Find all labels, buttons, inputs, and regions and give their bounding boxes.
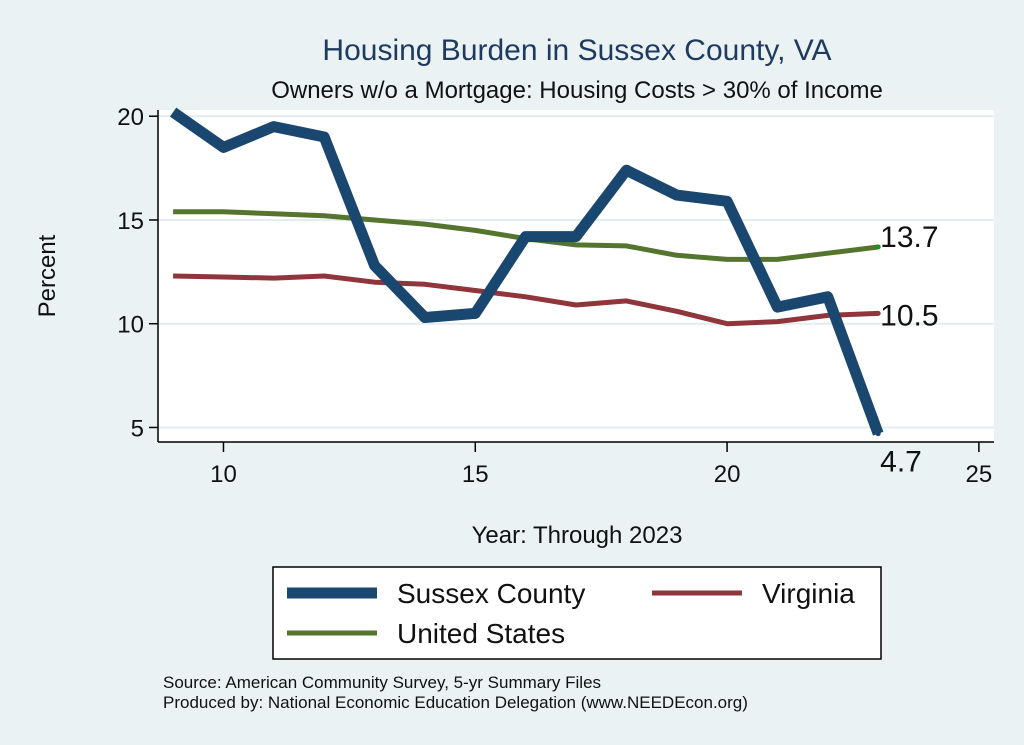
grid-lines bbox=[158, 115, 994, 429]
chart-title: Housing Burden in Sussex County, VA bbox=[322, 34, 831, 67]
legend-box bbox=[272, 566, 882, 660]
y-tick-label: 5 bbox=[131, 415, 144, 442]
end-marker bbox=[875, 310, 881, 316]
x-axis: 10 15 20 25 bbox=[158, 441, 994, 488]
legend-label-virginia: Virginia bbox=[762, 578, 855, 609]
y-axis-label: Percent bbox=[34, 234, 61, 317]
produced-by-note: Produced by: National Economic Education… bbox=[163, 693, 748, 712]
series-lines bbox=[169, 107, 884, 436]
x-axis-label: Year: Through 2023 bbox=[472, 522, 683, 549]
end-label-us: 13.7 bbox=[880, 221, 938, 254]
legend-label-sussex: Sussex County bbox=[397, 578, 585, 609]
x-tick-label: 15 bbox=[462, 461, 489, 488]
y-tick-label: 15 bbox=[117, 208, 144, 235]
legend: Sussex County Virginia United States bbox=[272, 566, 882, 660]
end-labels: 4.7 10.5 13.7 bbox=[875, 221, 939, 479]
x-tick-label: 20 bbox=[714, 461, 741, 488]
end-marker bbox=[875, 431, 881, 437]
source-note: Source: American Community Survey, 5-yr … bbox=[163, 673, 601, 692]
y-tick-label: 10 bbox=[117, 312, 144, 339]
series-line-sussex bbox=[169, 107, 884, 436]
legend-label-us: United States bbox=[397, 618, 565, 649]
end-label-virginia: 10.5 bbox=[880, 299, 938, 332]
chart-subtitle: Owners w/o a Mortgage: Housing Costs > 3… bbox=[271, 77, 883, 104]
y-axis: 5 10 15 20 bbox=[117, 104, 159, 442]
end-label-sussex: 4.7 bbox=[880, 446, 922, 479]
series-line-virginia bbox=[173, 273, 879, 327]
x-tick-label: 25 bbox=[966, 461, 993, 488]
x-tick-label: 10 bbox=[210, 461, 237, 488]
end-marker bbox=[875, 244, 881, 250]
y-tick-label: 20 bbox=[117, 104, 144, 131]
